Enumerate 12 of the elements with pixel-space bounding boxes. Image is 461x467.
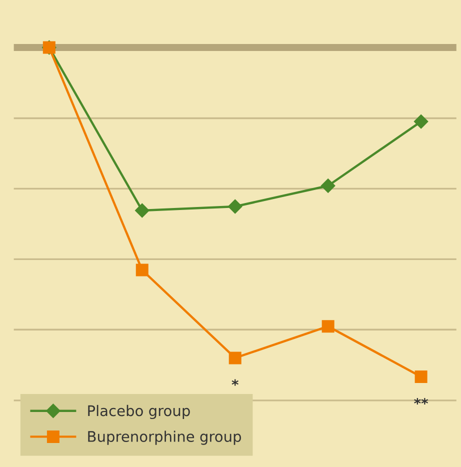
point: [321, 178, 336, 193]
annotation: **: [414, 398, 428, 404]
point: [228, 352, 242, 364]
annotation: *: [232, 379, 238, 386]
point: [414, 370, 428, 383]
point: [322, 320, 334, 333]
legend-label: Buprenorphine group: [88, 430, 242, 445]
point: [228, 199, 242, 214]
point: [135, 203, 150, 218]
point: [414, 114, 428, 129]
legend-label: Placebo group: [88, 404, 190, 420]
point: [136, 264, 148, 276]
